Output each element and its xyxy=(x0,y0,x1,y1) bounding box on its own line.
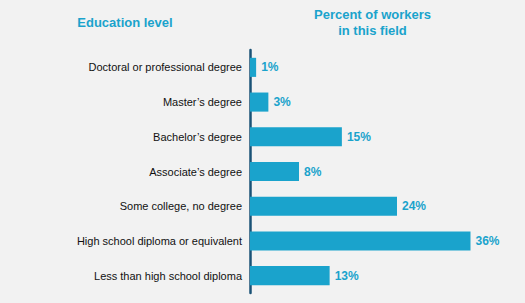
svg-text:High school diploma or equival: High school diploma or equivalent xyxy=(77,235,242,247)
svg-text:Doctoral or professional degre: Doctoral or professional degree xyxy=(89,61,242,73)
svg-text:Bachelor’s degree: Bachelor’s degree xyxy=(153,131,242,143)
svg-text:Some college, no degree: Some college, no degree xyxy=(120,200,242,212)
svg-text:24%: 24% xyxy=(402,199,426,213)
svg-text:8%: 8% xyxy=(304,165,322,179)
svg-text:Percent of workers: Percent of workers xyxy=(314,7,431,22)
svg-text:3%: 3% xyxy=(273,95,291,109)
svg-text:15%: 15% xyxy=(347,130,371,144)
svg-text:in this field: in this field xyxy=(338,23,407,38)
svg-text:36%: 36% xyxy=(476,234,500,248)
svg-text:Associate’s degree: Associate’s degree xyxy=(149,166,242,178)
svg-text:13%: 13% xyxy=(335,269,359,283)
svg-text:Master’s degree: Master’s degree xyxy=(163,96,242,108)
svg-text:Less than high school diploma: Less than high school diploma xyxy=(94,270,243,282)
svg-text:Education level: Education level xyxy=(77,15,172,30)
svg-text:1%: 1% xyxy=(261,60,279,74)
